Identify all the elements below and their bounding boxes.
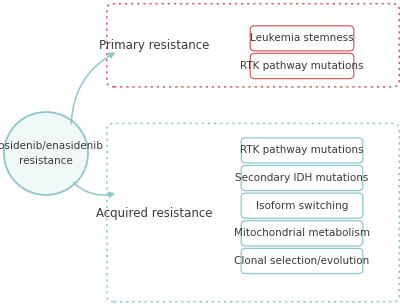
Text: Acquired resistance: Acquired resistance bbox=[96, 207, 212, 220]
FancyBboxPatch shape bbox=[107, 4, 399, 87]
Text: Ivosidenib/enasidenib
resistance: Ivosidenib/enasidenib resistance bbox=[0, 141, 103, 166]
Text: RTK pathway mutations: RTK pathway mutations bbox=[240, 61, 364, 71]
FancyBboxPatch shape bbox=[250, 53, 354, 79]
FancyBboxPatch shape bbox=[241, 248, 363, 274]
Text: Mitochondrial metabolism: Mitochondrial metabolism bbox=[234, 228, 370, 238]
FancyBboxPatch shape bbox=[241, 165, 363, 191]
FancyBboxPatch shape bbox=[241, 221, 363, 246]
Text: Isoform switching: Isoform switching bbox=[256, 201, 348, 211]
Text: Secondary IDH mutations: Secondary IDH mutations bbox=[235, 173, 369, 183]
Text: RTK pathway mutations: RTK pathway mutations bbox=[240, 146, 364, 155]
Text: Clonal selection/evolution: Clonal selection/evolution bbox=[234, 256, 370, 266]
FancyBboxPatch shape bbox=[250, 26, 354, 51]
FancyBboxPatch shape bbox=[107, 123, 399, 302]
Text: Primary resistance: Primary resistance bbox=[99, 39, 209, 52]
Ellipse shape bbox=[4, 112, 88, 195]
FancyBboxPatch shape bbox=[241, 138, 363, 163]
Text: Leukemia stemness: Leukemia stemness bbox=[250, 33, 354, 43]
FancyBboxPatch shape bbox=[241, 193, 363, 218]
